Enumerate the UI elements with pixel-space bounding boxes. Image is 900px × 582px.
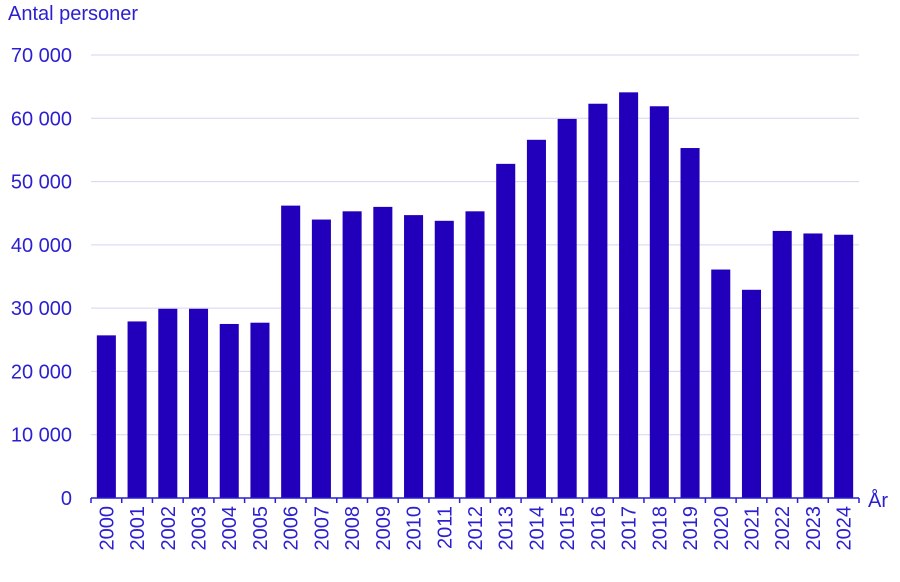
x-tick-label: 2012	[465, 506, 487, 551]
bar-2015	[557, 118, 577, 498]
bar-2000	[96, 335, 116, 498]
x-tick-label: 2014	[526, 506, 548, 551]
x-tick-label: 2009	[373, 506, 395, 551]
y-tick-label: 20 000	[11, 361, 72, 383]
bar-2004	[219, 323, 239, 498]
x-axis-title: År	[868, 489, 888, 512]
bar-2022	[772, 230, 792, 499]
x-tick-label: 2018	[649, 506, 671, 551]
x-tick-label: 2020	[711, 506, 733, 551]
x-tick-label: 2004	[219, 506, 241, 551]
bar-2013	[496, 163, 516, 498]
y-tick-label: 60 000	[11, 108, 72, 130]
y-tick-label: 0	[61, 488, 72, 510]
bar-2009	[373, 206, 393, 498]
x-tick-label: 2005	[250, 506, 272, 551]
x-tick-label: 2001	[127, 506, 149, 551]
bar-2016	[588, 103, 608, 498]
bar-2023	[803, 233, 823, 499]
bar-2006	[281, 205, 301, 498]
y-tick-label: 50 000	[11, 172, 72, 194]
bar-2001	[127, 321, 147, 498]
bar-2014	[526, 139, 546, 498]
x-tick-label: 2006	[281, 506, 303, 551]
x-tick-label: 2019	[680, 506, 702, 551]
x-tick-label: 2021	[741, 506, 763, 551]
y-tick-label: 30 000	[11, 298, 72, 320]
x-tick-label: 2022	[772, 506, 794, 551]
y-tick-label: 40 000	[11, 235, 72, 257]
bar-2024	[834, 234, 854, 498]
bar-2017	[619, 92, 639, 499]
x-tick-label: 2017	[619, 506, 641, 551]
x-tick-label: 2013	[496, 506, 518, 551]
y-tick-label: 10 000	[11, 425, 72, 447]
bar-2020	[711, 269, 731, 498]
bar-2008	[342, 211, 362, 498]
x-tick-label: 2000	[96, 506, 118, 551]
bar-2018	[649, 106, 669, 499]
y-axis-title: Antal personer	[8, 3, 138, 25]
x-tick-label: 2007	[311, 506, 333, 551]
bar-2005	[250, 322, 270, 498]
bars	[96, 92, 854, 499]
bar-2010	[404, 215, 424, 498]
x-axis-ticks: 2000 2001 2002 2003 2004 2005 2006 2007 2008 2009…	[90, 498, 860, 551]
x-tick-label: 2024	[834, 506, 856, 551]
bar-2019	[680, 148, 700, 498]
x-tick-label: 2016	[588, 506, 610, 551]
x-tick-label: 2008	[342, 506, 364, 551]
x-tick-label: 2023	[803, 506, 825, 551]
x-tick-label: 2015	[557, 506, 579, 551]
y-tick-label: 70 000	[11, 45, 72, 67]
bar-2021	[741, 289, 762, 498]
x-tick-label: 2011	[434, 506, 456, 549]
y-axis-ticks: 0 10 000 20 000 30 000 40 000 50 000 60 000 70 …	[11, 45, 72, 510]
x-tick-label: 2002	[158, 506, 180, 551]
bar-2012	[465, 211, 485, 498]
x-tick-label: 2010	[404, 506, 426, 551]
bar-2007	[311, 219, 331, 499]
x-tick-label: 2003	[189, 506, 211, 551]
bar-2002	[158, 308, 178, 498]
bar-2011	[434, 220, 454, 498]
bar-2003	[188, 308, 209, 498]
